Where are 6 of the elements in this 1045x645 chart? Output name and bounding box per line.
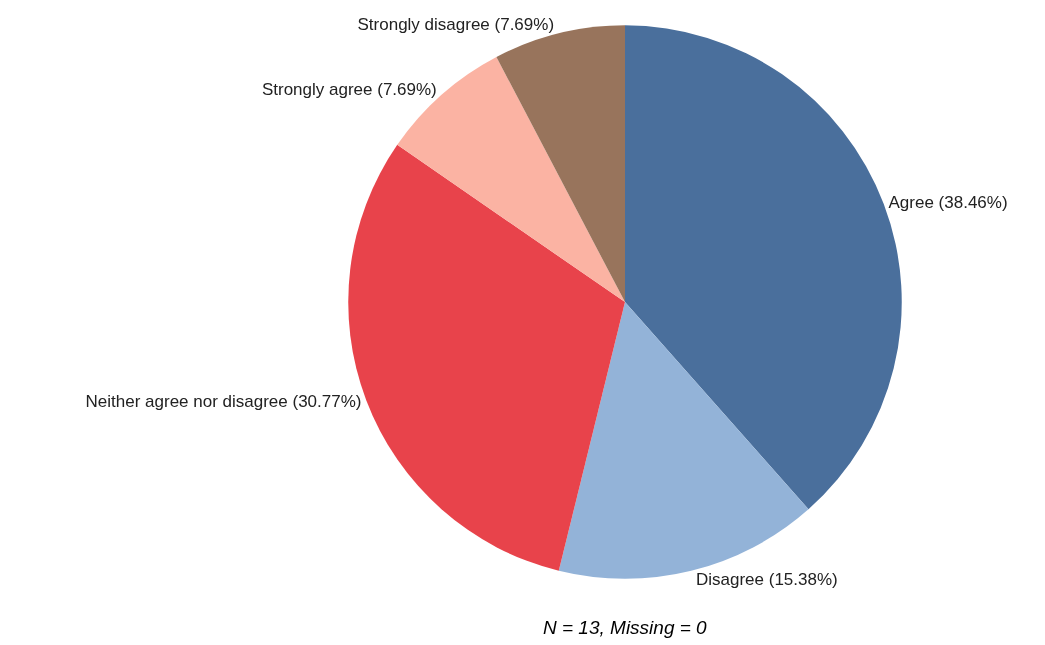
slice-label: Disagree (15.38%) bbox=[695, 570, 838, 590]
slice-label: Agree (38.46%) bbox=[888, 193, 1008, 213]
slice-label: Strongly disagree (7.69%) bbox=[357, 14, 555, 34]
slice-label: Strongly agree (7.69%) bbox=[261, 80, 437, 100]
text: N = 13, Missing = 0 bbox=[543, 617, 708, 638]
slice-label: Neither agree nor disagree (30.77%) bbox=[85, 391, 362, 411]
